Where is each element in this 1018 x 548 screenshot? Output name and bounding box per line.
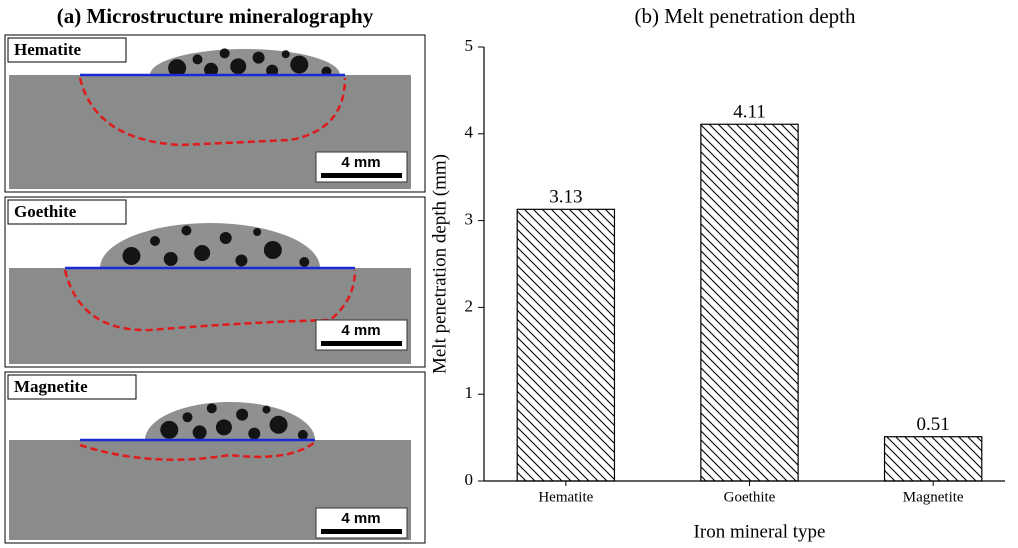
scale-label: 4 mm (341, 510, 380, 527)
pore (230, 58, 246, 74)
pore (270, 416, 288, 434)
scale-label: 4 mm (341, 322, 380, 339)
x-tick-label: Goethite (724, 489, 776, 505)
x-axis-label: Iron mineral type (694, 521, 826, 542)
pore (236, 409, 248, 421)
pore (207, 403, 217, 413)
pore (290, 56, 308, 74)
y-tick-label: 1 (465, 383, 474, 402)
scale-bar (321, 529, 402, 534)
value-label: 0.51 (917, 414, 950, 435)
y-tick-label: 5 (465, 36, 474, 55)
panel-a-title: (a) Microstructure mineralography (57, 4, 374, 28)
x-tick-label: Magnetite (903, 489, 964, 505)
pore (193, 425, 207, 439)
y-tick-label: 3 (465, 210, 474, 229)
scale-bar (321, 341, 402, 346)
pore (220, 48, 230, 58)
pore (194, 245, 210, 261)
scale-bar (321, 173, 402, 178)
pore (164, 252, 178, 266)
pore (262, 406, 270, 414)
scale-label: 4 mm (341, 154, 380, 171)
pore (235, 255, 247, 267)
pore (193, 54, 203, 64)
pore (282, 50, 290, 58)
bar (885, 437, 982, 481)
value-label: 3.13 (549, 187, 582, 208)
pore (122, 247, 140, 265)
y-tick-label: 4 (465, 123, 474, 142)
x-tick-label: Hematite (538, 489, 593, 505)
figure: (a) Microstructure mineralography (b) Me… (0, 0, 1018, 548)
pore (160, 421, 178, 439)
pore (299, 257, 309, 267)
y-tick-label: 0 (465, 470, 474, 489)
panel-label: Goethite (14, 202, 77, 221)
chart-title: (b) Melt penetration depth (634, 4, 856, 28)
pore (253, 228, 261, 236)
pore (181, 226, 191, 236)
pore (298, 430, 308, 440)
y-axis-label: Melt penetration depth (mm) (429, 154, 450, 374)
panel-label: Hematite (14, 40, 81, 59)
panel-label: Magnetite (14, 377, 88, 396)
pore (216, 419, 232, 435)
pore (220, 232, 232, 244)
pore (150, 236, 160, 246)
pore (253, 52, 265, 64)
pore (248, 428, 260, 440)
value-label: 4.11 (733, 102, 766, 123)
pore (183, 412, 193, 422)
micrographs: Hematite 4 mm Goethite 4 mm Magnetite 4 mm (5, 35, 425, 543)
bar (517, 209, 614, 481)
bar (701, 124, 798, 481)
y-tick-label: 2 (465, 296, 474, 315)
pore (264, 241, 282, 259)
